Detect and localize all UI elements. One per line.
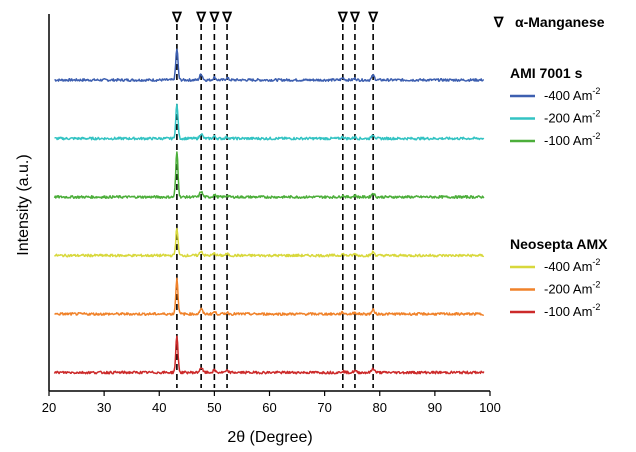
peak-marker-symbol: ∇ bbox=[221, 9, 232, 25]
x-tick-label: 30 bbox=[97, 400, 111, 415]
legend-entry-label: -100 Am-2 bbox=[544, 131, 600, 148]
series-line bbox=[53, 151, 485, 199]
axes bbox=[48, 14, 490, 392]
marker-legend-label: α-Manganese bbox=[515, 14, 605, 30]
series-line bbox=[54, 277, 484, 316]
x-axis-title: 2θ (Degree) bbox=[227, 429, 312, 446]
legend-entry-superscript: -2 bbox=[592, 131, 600, 141]
peak-marker-symbol: ∇ bbox=[349, 9, 360, 25]
legend: AMI 7001 s-400 Am-2-200 Am-2-100 Am-2Neo… bbox=[510, 65, 608, 319]
peak-marker-symbol: ∇ bbox=[337, 9, 348, 25]
legend-entry-text: -400 Am bbox=[544, 88, 592, 103]
legend-entry-text: -200 Am bbox=[544, 111, 592, 126]
legend-entry-text: -100 Am bbox=[544, 133, 592, 148]
x-tick-label: 50 bbox=[207, 400, 221, 415]
legend-entry-label: -100 Am-2 bbox=[544, 302, 600, 319]
legend-entry-superscript: -2 bbox=[592, 109, 600, 119]
series-lines bbox=[53, 48, 485, 375]
legend-entry-superscript: -2 bbox=[592, 257, 600, 267]
legend-entry-label: -200 Am-2 bbox=[544, 280, 600, 297]
x-tick-label: 90 bbox=[428, 400, 442, 415]
x-ticks: 20 30 40 50 60 70 80 90 100 bbox=[42, 391, 501, 415]
peak-marker-symbol: ∇ bbox=[171, 9, 182, 25]
series-line bbox=[53, 335, 485, 375]
y-axis-title: Intensity (a.u.) bbox=[15, 154, 32, 255]
x-tick-label: 40 bbox=[152, 400, 166, 415]
legend-entry-label: -400 Am-2 bbox=[544, 257, 600, 274]
series-line bbox=[54, 48, 485, 82]
peak-marker-symbols: ∇ ∇ ∇ ∇ ∇ ∇ ∇ bbox=[171, 9, 378, 25]
series-line bbox=[54, 103, 485, 141]
legend-entry-label: -200 Am-2 bbox=[544, 109, 600, 126]
legend-entry-superscript: -2 bbox=[592, 280, 600, 290]
marker-legend-symbol: ∇ bbox=[493, 14, 504, 30]
marker-legend: ∇ α-Manganese bbox=[493, 14, 605, 30]
peak-marker-symbol: ∇ bbox=[195, 9, 206, 25]
legend-entry-text: -200 Am bbox=[544, 282, 592, 297]
legend-group-title: AMI 7001 s bbox=[510, 65, 583, 81]
x-tick-label: 100 bbox=[479, 400, 501, 415]
legend-entry-label: -400 Am-2 bbox=[544, 86, 600, 103]
legend-entry-superscript: -2 bbox=[592, 86, 600, 96]
series-line bbox=[53, 227, 485, 258]
peak-reference-lines bbox=[176, 24, 374, 388]
x-tick-label: 60 bbox=[262, 400, 276, 415]
x-tick-label: 80 bbox=[373, 400, 387, 415]
legend-entry-superscript: -2 bbox=[592, 302, 600, 312]
x-tick-label: 70 bbox=[317, 400, 331, 415]
legend-entry-text: -400 Am bbox=[544, 259, 592, 274]
legend-group-title: Neosepta AMX bbox=[510, 236, 608, 252]
peak-marker-symbol: ∇ bbox=[209, 9, 220, 25]
legend-entry-text: -100 Am bbox=[544, 304, 592, 319]
x-tick-label: 20 bbox=[42, 400, 56, 415]
peak-marker-symbol: ∇ bbox=[367, 9, 378, 25]
